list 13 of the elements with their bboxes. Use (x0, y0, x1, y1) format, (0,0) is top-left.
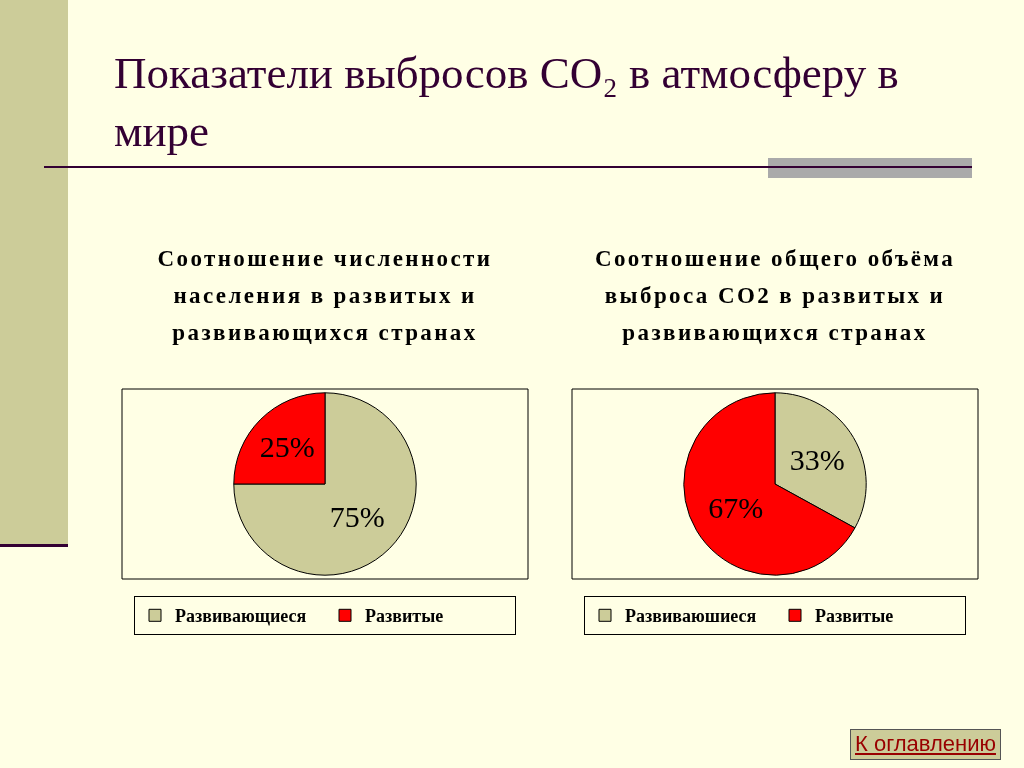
data-label: 25% (259, 429, 315, 463)
legend-label: Развитые (365, 606, 444, 627)
data-label: 67% (708, 490, 764, 524)
data-label: 75% (329, 499, 385, 533)
text: Показатели выбросов CO₂ в атмосферу в мире (114, 47, 900, 158)
legend-label: Развиваюшиеся (625, 606, 757, 627)
pie-slice (233, 392, 417, 576)
link-button: К оглавлению (850, 729, 1001, 760)
chart-title: Соотношение численности населения в развитых и развивающихся странах (156, 245, 494, 347)
chart-title: Соотношение общего объёма выброса CO2 в развитых и развивающихся странах (593, 245, 957, 347)
legend-label: Развивающиеся (175, 606, 307, 627)
legend-label: Развитые (815, 606, 894, 627)
data-label: 33% (789, 442, 845, 476)
